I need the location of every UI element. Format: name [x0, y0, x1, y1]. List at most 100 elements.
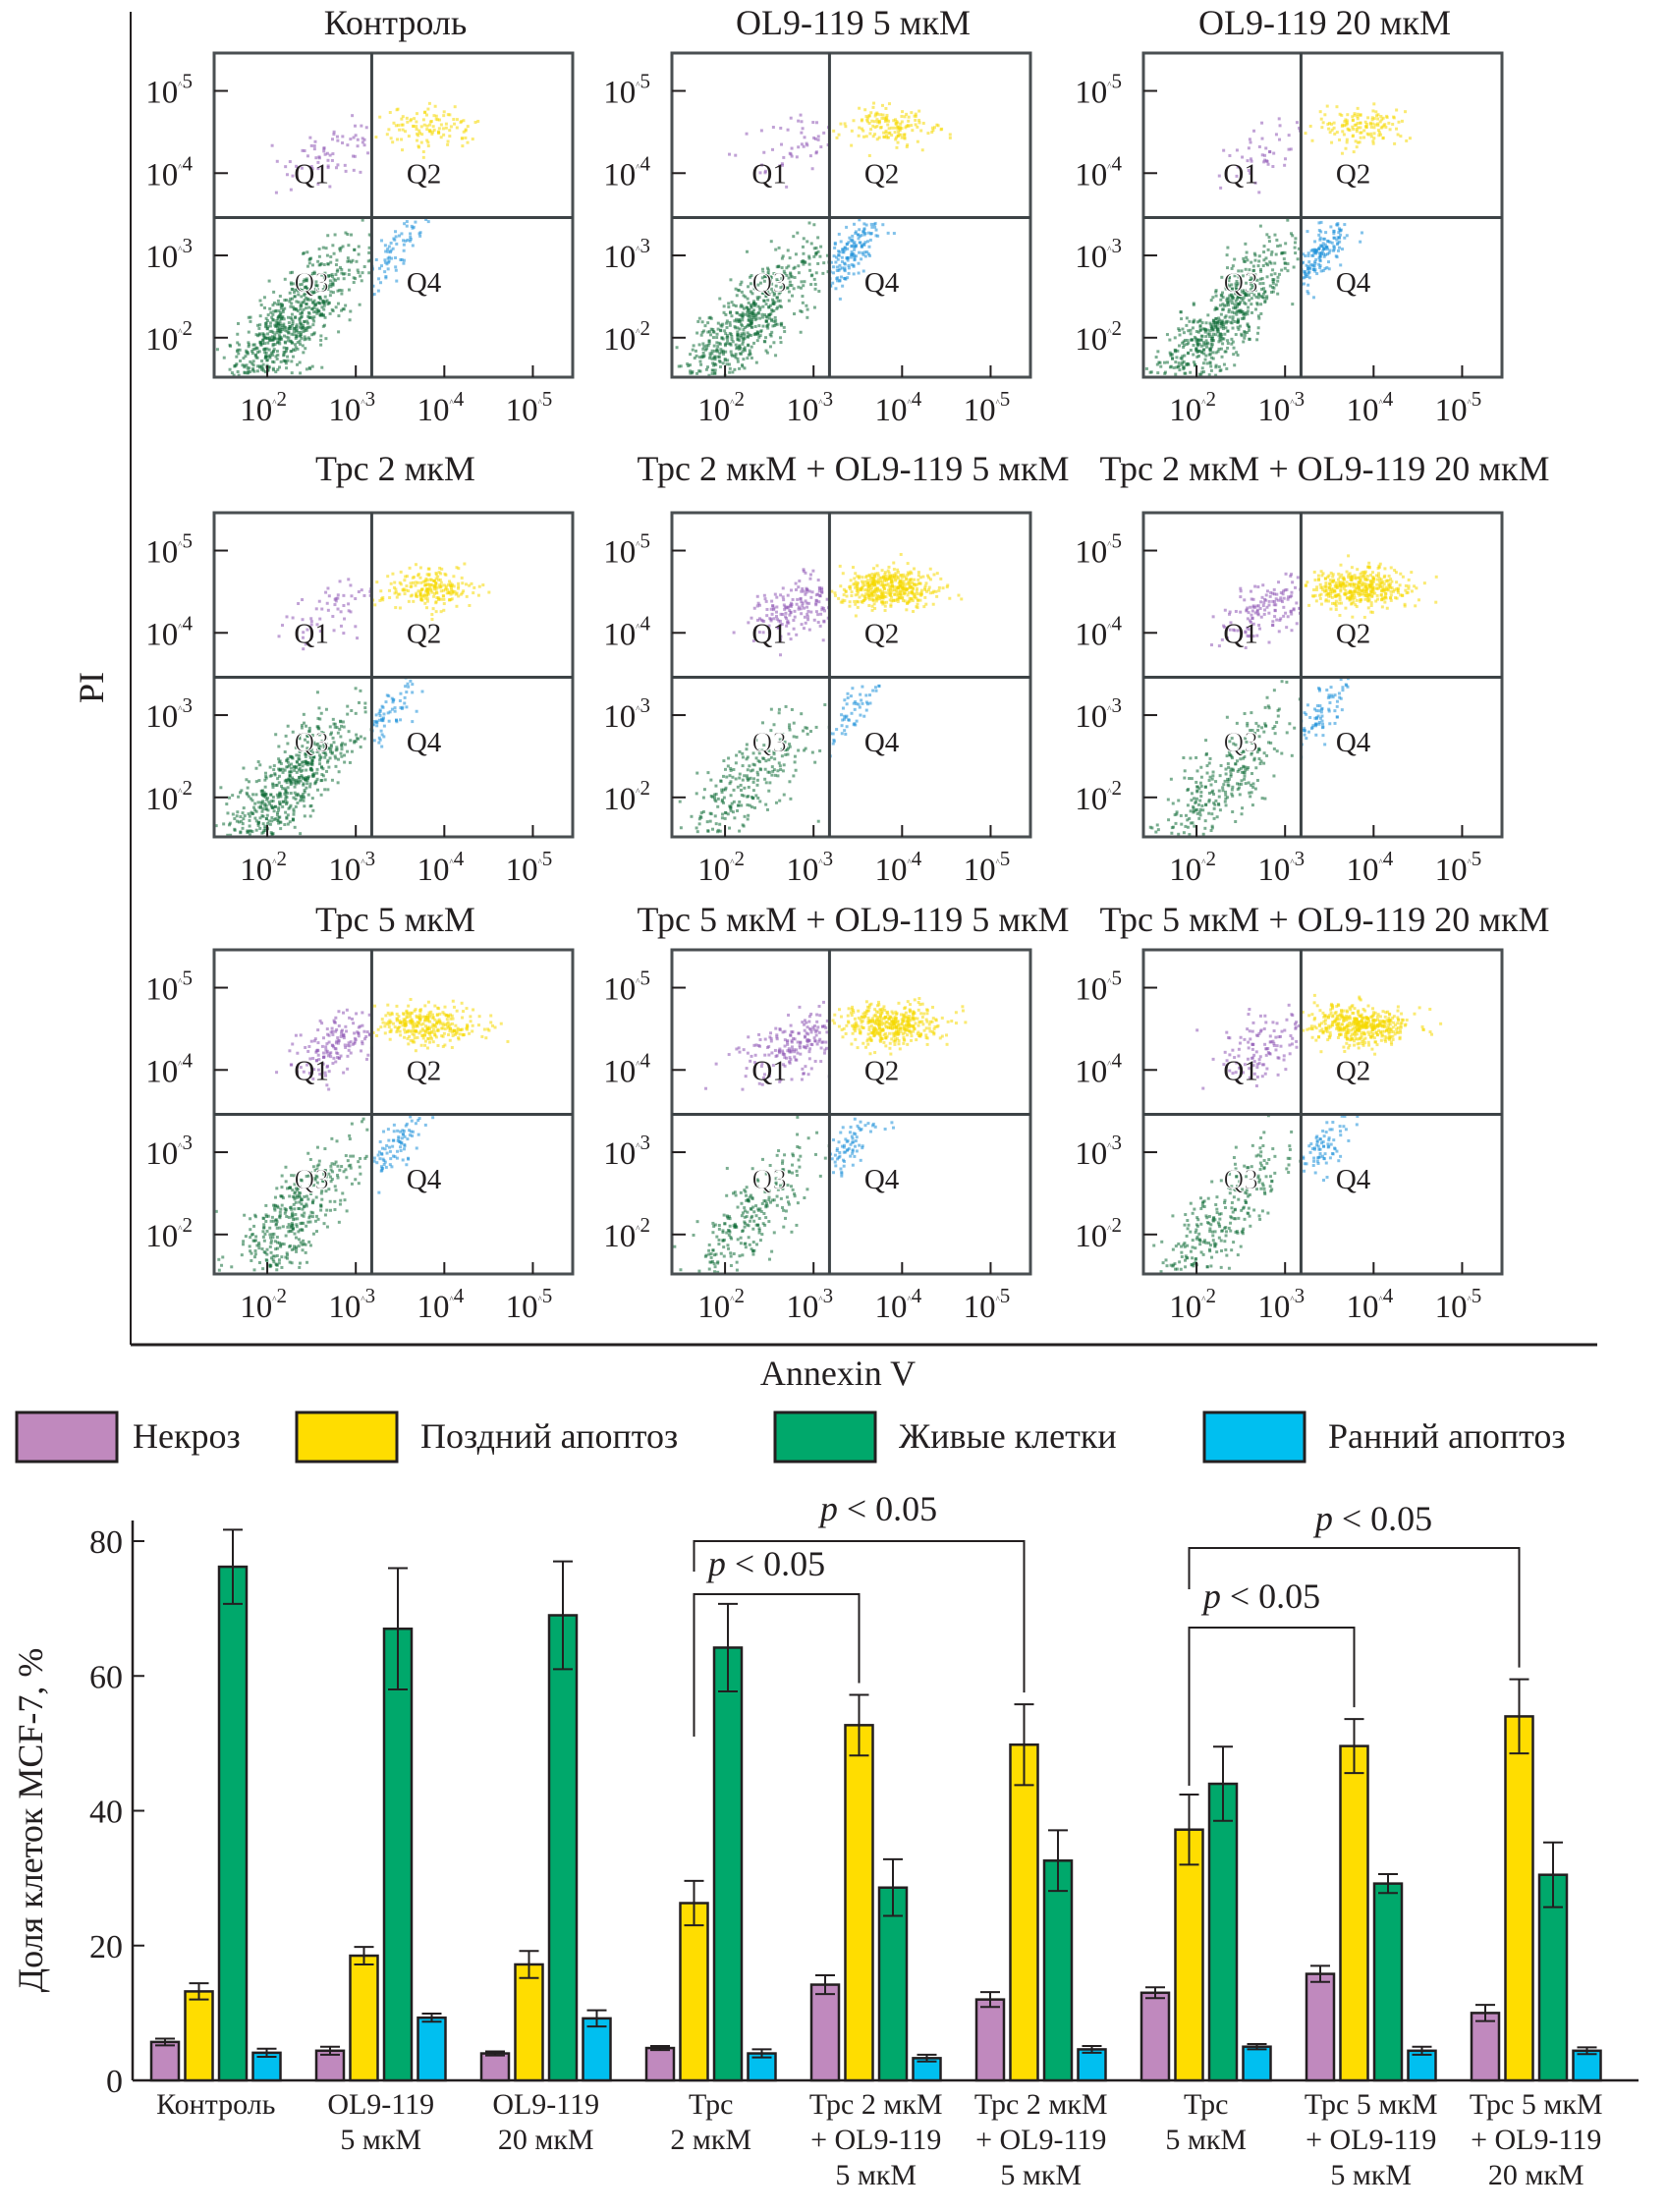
- event-dot-late: [1408, 137, 1412, 140]
- event-dot-live: [1221, 324, 1225, 328]
- event-dot-live: [1228, 315, 1232, 319]
- event-dot-live: [706, 344, 710, 348]
- event-dot-live: [766, 290, 770, 294]
- event-dot-live: [325, 760, 329, 764]
- event-dot-late: [865, 120, 869, 124]
- event-dot-live: [1283, 250, 1287, 254]
- event-dot-live: [311, 317, 315, 321]
- event-dot-early: [1306, 730, 1310, 734]
- event-dot-live: [1239, 309, 1243, 313]
- event-dot-live: [256, 334, 260, 338]
- event-dot-necrosis: [728, 152, 732, 156]
- event-dot-live: [1240, 770, 1244, 774]
- event-dot-late: [897, 130, 901, 134]
- event-dot-live: [271, 304, 275, 307]
- event-dot-early: [868, 693, 872, 697]
- event-dot-necrosis: [775, 617, 779, 621]
- event-dot-late: [391, 572, 395, 576]
- event-dot-live: [276, 315, 280, 319]
- event-dot-live: [1235, 351, 1239, 355]
- x-tick-label: 10^2: [240, 387, 287, 428]
- event-dot-live: [750, 310, 754, 314]
- event-dot-early: [853, 255, 857, 259]
- event-dot-live: [277, 821, 281, 825]
- event-dot-live: [706, 771, 710, 775]
- event-dot-live: [1199, 791, 1203, 795]
- event-dot-live: [783, 330, 787, 334]
- event-dot-late: [919, 592, 923, 596]
- event-dot-live: [300, 336, 304, 340]
- event-dot-live: [777, 246, 781, 249]
- event-dot-necrosis: [330, 138, 334, 141]
- event-dot-late: [407, 599, 411, 603]
- event-dot-live: [272, 768, 276, 772]
- event-dot-live: [818, 748, 822, 752]
- panel-title: Трс 2 мкМ + OL9-119 5 мкМ: [637, 449, 1069, 488]
- event-dot-late: [1356, 117, 1360, 121]
- event-dot-early: [1337, 231, 1341, 235]
- event-dot-live: [1243, 712, 1247, 716]
- event-dot-late: [466, 125, 470, 129]
- event-dot-live: [1267, 741, 1271, 745]
- event-dot-live: [742, 358, 746, 361]
- event-dot-early: [843, 266, 847, 270]
- event-dot-live: [315, 767, 319, 771]
- event-dot-live: [300, 760, 304, 764]
- event-dot-live: [1263, 722, 1267, 726]
- event-dot-early: [1311, 267, 1315, 271]
- event-dot-late: [883, 579, 887, 582]
- x-tick-label: 10^4: [874, 847, 921, 888]
- event-dot-late: [408, 566, 412, 570]
- event-dot-live: [277, 808, 281, 812]
- event-dot-necrosis: [336, 163, 340, 167]
- event-dot-live: [719, 328, 723, 332]
- event-dot-late: [452, 584, 456, 588]
- event-dot-early: [411, 683, 415, 687]
- event-dot-live: [725, 325, 729, 329]
- event-dot-live: [701, 342, 705, 346]
- event-dot-late: [900, 127, 904, 131]
- event-dot-live: [257, 350, 261, 354]
- event-dot-late: [439, 123, 443, 127]
- event-dot-early: [1334, 254, 1338, 258]
- event-dot-live: [281, 310, 285, 314]
- event-dot-live: [1195, 349, 1198, 353]
- event-dot-live: [227, 823, 231, 827]
- event-dot-early: [844, 715, 848, 719]
- event-dot-live: [309, 273, 313, 277]
- event-dot-early: [852, 701, 856, 705]
- event-dot-late: [1376, 129, 1380, 133]
- event-dot-early: [372, 739, 376, 743]
- event-dot-live: [292, 812, 296, 816]
- event-dot-live: [1189, 821, 1193, 825]
- event-dot-live: [803, 260, 806, 264]
- event-dot-live: [1252, 251, 1256, 255]
- event-dot-late: [1376, 122, 1380, 126]
- event-dot-live: [299, 769, 303, 773]
- event-dot-late: [416, 138, 419, 142]
- event-dot-live: [294, 329, 298, 333]
- event-dot-necrosis: [356, 636, 360, 640]
- event-dot-live: [807, 254, 811, 258]
- event-dot-live: [276, 326, 280, 330]
- event-dot-live: [1225, 297, 1229, 301]
- event-dot-late: [861, 129, 865, 133]
- event-dot-live: [286, 786, 290, 790]
- event-dot-live: [741, 340, 745, 344]
- event-dot-live: [715, 332, 719, 336]
- event-dot-live: [247, 345, 250, 349]
- event-dot-live: [720, 324, 724, 328]
- event-dot-live: [264, 776, 268, 780]
- event-dot-necrosis: [306, 154, 309, 158]
- event-dot-early: [1343, 236, 1347, 240]
- event-dot-live: [228, 821, 232, 825]
- event-dot-late: [473, 121, 477, 125]
- event-dot-live: [776, 774, 780, 778]
- event-dot-early: [383, 270, 387, 274]
- event-dot-live: [326, 758, 330, 762]
- event-dot-live: [725, 319, 729, 323]
- event-dot-live: [751, 308, 755, 312]
- event-dot-live: [758, 800, 762, 803]
- event-dot-live: [779, 280, 783, 284]
- event-dot-late: [871, 594, 875, 598]
